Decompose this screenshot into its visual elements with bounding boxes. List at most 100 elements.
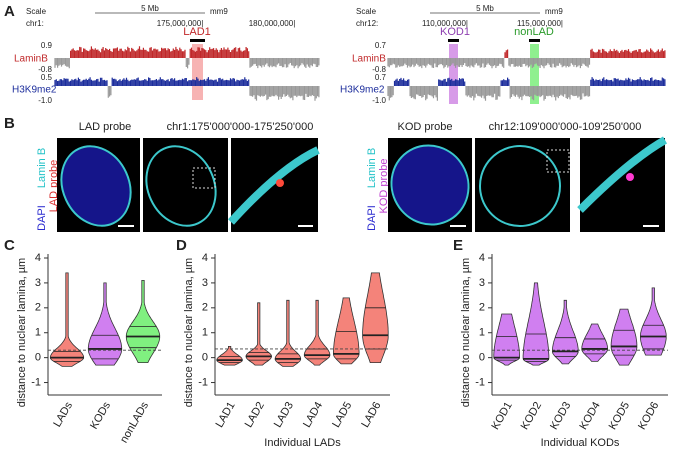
- violin: [333, 297, 360, 365]
- track-scale: 0.7: [375, 41, 387, 50]
- position-label: 115,000,000|: [517, 19, 563, 28]
- x-tick-label: LAD4: [301, 400, 325, 430]
- violin-chart: -1 0 1 2 3 4 distance to nuclear lamina, µm LAD…: [16, 252, 162, 445]
- violin: [274, 299, 302, 367]
- y-tick-label: -1: [198, 376, 208, 388]
- track-name: LaminB: [14, 54, 48, 65]
- scale-bar-label: 5 Mb: [476, 4, 494, 13]
- y-tick-label: 1: [35, 327, 41, 339]
- y-tick-label: 4: [202, 252, 208, 264]
- y-tick-label: 3: [202, 277, 208, 289]
- channel-label: DAPI: [36, 205, 48, 231]
- y-tick-label: 0: [202, 352, 208, 364]
- violin: [522, 282, 550, 366]
- highlight: [192, 44, 203, 100]
- y-tick-label: 2: [479, 302, 485, 314]
- channel-label: Lamin B: [366, 148, 378, 188]
- violin: [362, 272, 389, 364]
- y-tick-label: 1: [479, 327, 485, 339]
- x-tick-label: KOD1: [489, 400, 514, 432]
- track-positive: [393, 77, 666, 86]
- nucleus: [390, 144, 470, 226]
- image: [231, 138, 318, 232]
- y-tick-label: 2: [35, 302, 41, 314]
- x-tick-label: KOD4: [577, 400, 602, 432]
- violin: [551, 299, 579, 365]
- panel-label: B: [4, 115, 15, 132]
- browser-right: Scale chr12: 5 Mb mm9 110,000,000| 115,0…: [340, 4, 563, 105]
- violin: [640, 287, 667, 356]
- region-label: KOD1: [440, 26, 470, 38]
- violin: [245, 302, 272, 366]
- channel-label: DAPI: [366, 205, 378, 231]
- x-tick-label: LAD2: [243, 400, 267, 430]
- browser-left: Scale chr1: 5 Mb mm9 175,000,000| 180,00…: [12, 4, 295, 105]
- probe-title: LAD probe: [79, 121, 132, 133]
- zoom-box: [192, 167, 216, 189]
- violin: [493, 313, 520, 366]
- x-tick-label: KOD5: [607, 400, 632, 432]
- track-negative: [387, 58, 591, 69]
- y-tick-label: 4: [479, 252, 485, 264]
- zoom-box: [546, 149, 570, 173]
- channel-label: Lamin B: [36, 148, 48, 188]
- region-bar: [448, 39, 459, 42]
- position-label: 180,000,000|: [249, 19, 296, 28]
- track-scale: -1.0: [38, 96, 52, 105]
- microscopy-left: LAD probe chr1:175'000'000-175'250'000 D…: [36, 121, 320, 232]
- track-scale: 0.7: [375, 73, 387, 82]
- probe-title: KOD probe: [397, 121, 452, 133]
- track-name: H3K9me2: [340, 85, 385, 96]
- lamina: [577, 136, 667, 213]
- region-bar: [190, 39, 205, 42]
- assembly-label: mm9: [545, 7, 563, 16]
- y-tick-label: 3: [35, 277, 41, 289]
- x-tick-label: LAD1: [214, 400, 238, 430]
- y-axis-label: distance to nuclear lamina, µm: [183, 258, 195, 407]
- x-tick-label: LAD6: [359, 400, 383, 430]
- nucleus: [145, 145, 217, 227]
- violin-chart: -1 0 1 2 3 4 distance to nuclear lamina, µm Ind…: [183, 252, 390, 449]
- y-tick-label: 0: [479, 352, 485, 364]
- x-tick-label: nonLADs: [118, 400, 151, 446]
- highlight: [449, 44, 458, 104]
- track-name: H3K9me2: [12, 85, 57, 96]
- violin: [610, 308, 638, 366]
- y-tick-label: 3: [479, 277, 485, 289]
- violin: [87, 282, 123, 366]
- region-label: nonLAD: [514, 26, 554, 38]
- track-name: LaminB: [352, 54, 386, 65]
- microscopy-right: KOD probe chr12:109'000'000-109'250'000 …: [366, 121, 667, 232]
- track-scale: -0.8: [38, 65, 52, 74]
- scale-label: Scale: [26, 7, 47, 16]
- y-tick-label: 0: [35, 352, 41, 364]
- track-positive: [54, 77, 250, 86]
- probe-spot: [276, 179, 284, 187]
- panel-label: A: [4, 3, 15, 20]
- x-tick-label: LADs: [51, 400, 75, 430]
- chrom-label: chr1:: [26, 19, 44, 28]
- position-label: 175,000,000|: [157, 19, 204, 28]
- lamina: [228, 146, 320, 225]
- nucleus: [60, 145, 132, 227]
- x-tick-label: KOD3: [548, 400, 573, 432]
- y-tick-label: 4: [35, 252, 41, 264]
- violin: [49, 272, 85, 367]
- panel-label: C: [4, 237, 15, 254]
- nucleus: [479, 145, 561, 227]
- y-axis-label: distance to nuclear lamina, µm: [16, 258, 28, 407]
- position-label: 110,000,000|: [422, 19, 468, 28]
- x-tick-label: LAD5: [330, 400, 354, 430]
- track-negative: [387, 86, 591, 101]
- track-scale: -1.0: [372, 96, 386, 105]
- x-tick-label: KODs: [88, 400, 113, 432]
- track-negative: [107, 86, 320, 101]
- channel-label: KOD probe: [378, 158, 390, 213]
- channel-label: LAD probe: [48, 160, 60, 213]
- assembly-label: mm9: [210, 7, 228, 16]
- x-axis-label: Individual KODs: [541, 437, 620, 449]
- region-title: chr12:109'000'000-109'250'000: [489, 121, 642, 133]
- scale-bar-label: 5 Mb: [141, 4, 159, 13]
- y-tick-label: 2: [202, 302, 208, 314]
